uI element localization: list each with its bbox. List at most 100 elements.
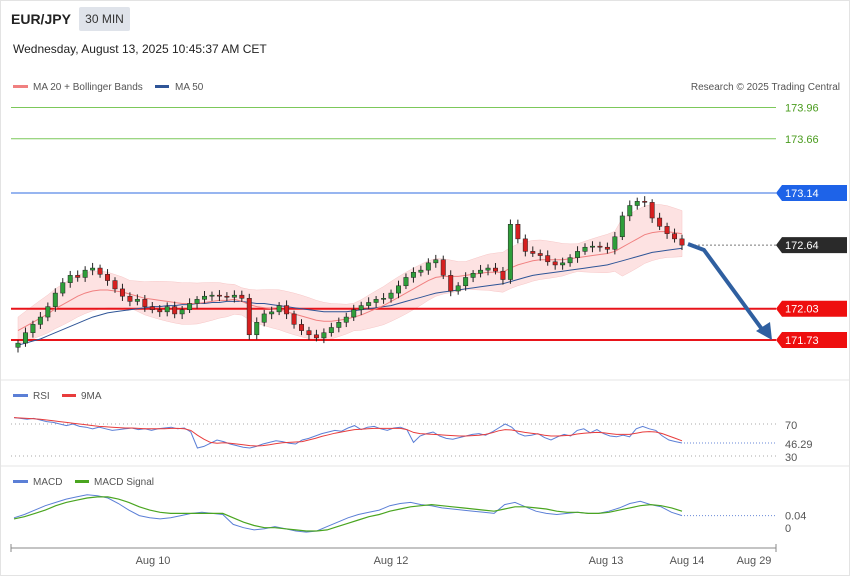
candle-body: [299, 324, 304, 331]
candle-body: [202, 295, 207, 300]
candle-body: [440, 259, 446, 276]
candle-body: [642, 201, 648, 203]
rsi-line: [13, 417, 683, 449]
candle-body: [37, 316, 43, 325]
x-tick-label: Aug 10: [136, 555, 171, 567]
forecast-arrowhead: [756, 322, 772, 340]
macd-line: [13, 494, 683, 533]
candle-body: [485, 267, 491, 271]
candle-body: [216, 294, 222, 297]
candle-body: [672, 233, 678, 240]
candle-body: [358, 305, 364, 311]
legend-rsi-ma: 9MA: [81, 391, 102, 402]
x-tick-label: Aug 29: [737, 555, 772, 567]
candle-body: [306, 330, 312, 336]
candle-body: [418, 269, 424, 273]
price-panel: 173.96 173.66 173.14 172.64 172.03 171.73: [11, 103, 847, 353]
macd-zero-label: 0: [785, 523, 791, 535]
candle-body: [507, 224, 513, 280]
macd-panel: 0.040: [13, 494, 806, 535]
candle-body: [97, 267, 103, 275]
candle-body: [127, 295, 133, 302]
legend-swatch-macd: [13, 480, 28, 483]
credit-text: Research © 2025 Trading Central: [691, 82, 840, 93]
candle-body: [142, 299, 148, 307]
candle-body: [284, 305, 290, 315]
bollinger-band: [17, 204, 683, 345]
level-label-173.66: 173.66: [785, 134, 819, 146]
candle-body: [545, 255, 551, 263]
legend-ma20: MA 20 + Bollinger Bands: [33, 82, 143, 93]
candle-body: [343, 316, 349, 323]
candle-body: [105, 274, 110, 281]
candle-body: [67, 275, 73, 283]
level-tag-172.03: [776, 300, 847, 317]
macd-current-label: 0.04: [785, 511, 806, 523]
candle-body: [664, 226, 670, 234]
candle-body: [567, 257, 573, 264]
candle-body: [470, 273, 476, 278]
candle-body: [493, 267, 498, 272]
candle-body: [231, 294, 237, 298]
candle-body: [239, 294, 245, 299]
candle-body: [522, 238, 528, 252]
candle-body: [209, 294, 215, 297]
candle-body: [403, 277, 409, 287]
symbol-title: EUR/JPY: [11, 11, 71, 27]
candle-body: [478, 269, 484, 274]
macd-signal-line: [13, 496, 683, 532]
rsi-current-label: 46.29: [785, 439, 813, 451]
candle-body: [52, 292, 58, 307]
candle-body: [649, 202, 655, 219]
candle-body: [425, 262, 431, 271]
candle-body: [15, 342, 21, 348]
candle-body: [45, 306, 51, 318]
candle-body: [537, 253, 543, 256]
x-tick-label: Aug 13: [589, 555, 624, 567]
level-tag-173.14: [776, 184, 847, 201]
ma50-line: [17, 247, 683, 346]
rsi-level-label-30: 30: [785, 452, 797, 464]
legend-swatch-macd-signal: [75, 480, 89, 483]
candle-body: [448, 275, 454, 292]
candle-body: [321, 332, 327, 339]
candle-body: [157, 309, 163, 313]
candle-body: [575, 251, 581, 258]
candle-body: [530, 251, 536, 254]
candle-body: [560, 262, 566, 266]
candle-body: [291, 313, 297, 325]
level-label-172.64: 172.64: [785, 240, 819, 252]
level-label-171.73: 171.73: [785, 335, 819, 347]
level-tag-172.64: [776, 237, 847, 254]
candle-body: [463, 277, 469, 287]
candle-body: [172, 306, 178, 315]
candle-body: [134, 299, 140, 302]
candle-body: [410, 271, 416, 278]
candle-body: [261, 313, 267, 323]
candle-body: [604, 246, 610, 250]
candle-body: [328, 327, 334, 333]
candle-body: [90, 267, 96, 271]
candle-body: [30, 324, 36, 333]
legend-rsi: RSI: [33, 391, 50, 402]
candle-body: [60, 282, 66, 294]
legend-swatch-ma50: [155, 85, 169, 88]
legend-swatch-rsi-ma: [62, 394, 76, 397]
forecast-arrow: [687, 242, 766, 334]
candle-body: [433, 259, 439, 264]
candle-body: [500, 270, 506, 280]
level-tag-171.73: [776, 332, 847, 348]
legend-macd: MACD: [33, 477, 62, 488]
candle-body: [634, 201, 640, 206]
candle-body: [597, 245, 603, 248]
candle-body: [582, 246, 588, 252]
candle-body: [269, 311, 275, 315]
candle-body: [515, 224, 521, 240]
candle-body: [22, 332, 28, 344]
candle-body: [112, 280, 118, 290]
level-label-172.03: 172.03: [785, 304, 819, 316]
level-label-173.14: 173.14: [785, 188, 819, 200]
candle-body: [396, 285, 401, 294]
timeframe-badge[interactable]: 30 MIN: [79, 7, 130, 31]
